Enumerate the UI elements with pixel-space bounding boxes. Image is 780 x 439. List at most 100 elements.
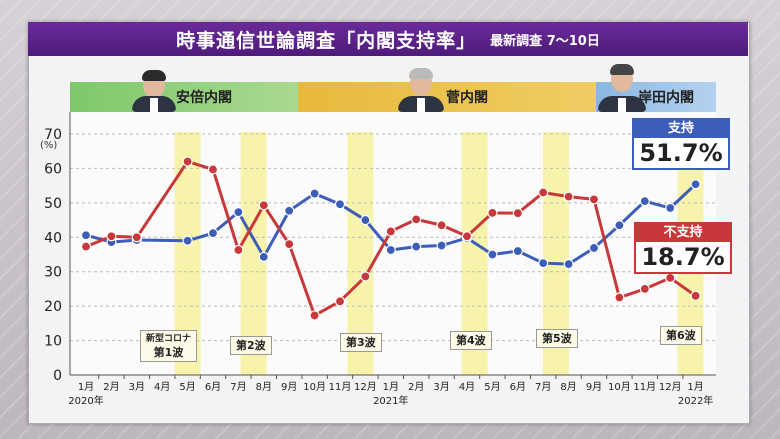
wave-label-1-text: 第1波 bbox=[153, 346, 184, 359]
data-point-nonsupport bbox=[258, 200, 269, 211]
data-point-nonsupport bbox=[487, 207, 498, 218]
data-point-support bbox=[538, 258, 549, 269]
data-point-support bbox=[614, 220, 625, 231]
support-callout: 支持 51.7% bbox=[632, 118, 730, 170]
data-point-nonsupport bbox=[614, 292, 625, 303]
data-point-nonsupport bbox=[411, 214, 422, 225]
y-tick-label: 70 bbox=[44, 127, 62, 143]
data-point-nonsupport bbox=[588, 194, 600, 205]
y-tick-label: 30 bbox=[44, 265, 62, 281]
cabinet-band-abe: 安倍内閣 bbox=[70, 82, 298, 112]
wave-label-6: 第6波 bbox=[660, 326, 702, 345]
data-point-nonsupport bbox=[538, 187, 549, 198]
x-tick-label: 11月 bbox=[633, 381, 656, 393]
support-callout-value: 51.7% bbox=[639, 139, 723, 167]
x-year-label: 2022年 bbox=[678, 394, 713, 407]
data-point-support bbox=[360, 214, 371, 226]
data-point-support bbox=[258, 251, 269, 263]
x-tick-label: 12月 bbox=[354, 381, 377, 393]
y-axis-unit: (%) bbox=[40, 140, 58, 151]
x-tick-label: 12月 bbox=[659, 381, 682, 393]
x-tick-label: 10月 bbox=[608, 381, 631, 393]
x-tick-label: 9月 bbox=[281, 381, 297, 393]
data-point-support bbox=[233, 207, 244, 218]
data-point-support bbox=[436, 240, 447, 251]
cabinet-label-suga: 菅内閣 bbox=[446, 90, 488, 106]
x-tick-label: 3月 bbox=[129, 381, 145, 393]
y-tick-label: 60 bbox=[44, 161, 62, 177]
x-year-label: 2021年 bbox=[373, 394, 408, 407]
data-point-nonsupport bbox=[80, 241, 92, 252]
data-point-support bbox=[80, 230, 92, 241]
data-point-support bbox=[563, 259, 574, 270]
wave-label-5: 第5波 bbox=[536, 329, 578, 348]
data-point-support bbox=[487, 249, 498, 260]
data-point-support bbox=[207, 228, 219, 239]
data-point-nonsupport bbox=[182, 156, 193, 167]
x-tick-label: 7月 bbox=[535, 381, 551, 393]
x-tick-label: 2月 bbox=[103, 381, 119, 393]
y-tick-label: 40 bbox=[44, 230, 62, 246]
data-point-nonsupport bbox=[436, 220, 447, 231]
x-tick-label: 1月 bbox=[383, 381, 399, 393]
wave-label-4: 第4波 bbox=[450, 331, 492, 350]
x-tick-label: 9月 bbox=[586, 381, 602, 393]
wave-label-1: 新型コロナ 第1波 bbox=[140, 330, 198, 362]
x-tick-label: 5月 bbox=[484, 381, 500, 393]
nonsupport-callout-label: 不支持 bbox=[636, 224, 730, 242]
cabinet-label-abe: 安倍内閣 bbox=[176, 90, 232, 106]
data-point-nonsupport bbox=[461, 231, 473, 242]
chart-subtitle: 最新調査 7～10日 bbox=[490, 33, 600, 49]
wave-label-3: 第3波 bbox=[340, 333, 382, 352]
wave-label-2: 第2波 bbox=[230, 336, 272, 355]
x-tick-label: 7月 bbox=[230, 381, 246, 393]
data-point-nonsupport bbox=[690, 290, 701, 301]
data-point-nonsupport bbox=[106, 231, 117, 242]
data-point-support bbox=[182, 235, 193, 246]
x-year-label: 2020年 bbox=[68, 394, 103, 407]
nonsupport-callout: 不支持 18.7% bbox=[634, 222, 732, 274]
x-tick-label: 4月 bbox=[154, 381, 170, 393]
data-point-nonsupport bbox=[385, 226, 396, 237]
suga-portrait bbox=[398, 66, 444, 112]
support-callout-label: 支持 bbox=[634, 120, 728, 138]
x-tick-label: 10月 bbox=[303, 381, 326, 393]
data-point-nonsupport bbox=[233, 244, 244, 256]
data-point-nonsupport bbox=[563, 191, 574, 202]
data-point-support bbox=[284, 205, 295, 216]
y-tick-label: 10 bbox=[44, 334, 62, 350]
data-point-support bbox=[334, 199, 346, 210]
data-point-nonsupport bbox=[512, 208, 523, 219]
x-tick-label: 11月 bbox=[329, 381, 352, 393]
x-tick-label: 1月 bbox=[78, 381, 94, 393]
wave-label-1-top: 新型コロナ bbox=[146, 334, 192, 344]
nonsupport-callout-value: 18.7% bbox=[641, 243, 725, 271]
cabinet-band-suga: 菅内閣 bbox=[298, 82, 596, 112]
x-tick-label: 8月 bbox=[560, 381, 576, 393]
data-point-support bbox=[588, 242, 600, 254]
y-tick-label: 50 bbox=[44, 196, 62, 212]
data-point-support bbox=[411, 241, 422, 252]
x-tick-label: 4月 bbox=[459, 381, 475, 393]
data-point-support bbox=[639, 196, 650, 207]
chart-title: 時事通信世論調査「内閣支持率」 bbox=[176, 29, 477, 52]
x-tick-label: 3月 bbox=[433, 381, 449, 393]
data-point-nonsupport bbox=[360, 271, 371, 282]
x-tick-label: 8月 bbox=[256, 381, 272, 393]
cabinet-label-kishida: 岸田内閣 bbox=[638, 90, 694, 106]
data-point-nonsupport bbox=[334, 296, 346, 307]
x-tick-label: 2月 bbox=[408, 381, 424, 393]
data-point-support bbox=[665, 202, 676, 214]
y-tick-label: 0 bbox=[53, 368, 62, 384]
data-point-nonsupport bbox=[131, 232, 142, 243]
data-point-nonsupport bbox=[665, 272, 676, 284]
abe-portrait bbox=[132, 68, 176, 112]
data-point-support bbox=[385, 244, 396, 256]
data-point-support bbox=[512, 245, 523, 257]
data-point-nonsupport bbox=[207, 164, 219, 175]
x-tick-label: 6月 bbox=[510, 381, 526, 393]
x-tick-label: 1月 bbox=[687, 381, 703, 393]
data-point-nonsupport bbox=[309, 310, 320, 321]
chart-title-bar: 時事通信世論調査「内閣支持率」 最新調査 7～10日 bbox=[28, 22, 748, 56]
